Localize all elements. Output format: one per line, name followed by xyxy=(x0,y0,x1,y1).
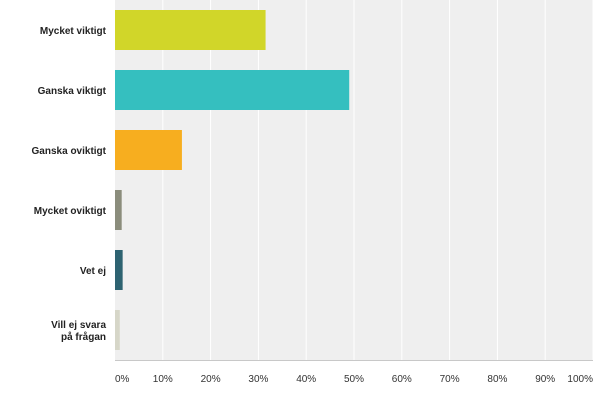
x-tick-label: 70% xyxy=(440,374,460,385)
bar[interactable] xyxy=(115,190,122,230)
bars xyxy=(115,10,350,350)
category-label: Vet ej xyxy=(80,266,106,277)
x-tick-label: 10% xyxy=(153,374,173,385)
bar[interactable] xyxy=(115,70,350,110)
grid-lines xyxy=(162,0,594,360)
x-tick-label: 50% xyxy=(344,374,364,385)
x-tick-label: 80% xyxy=(487,374,507,385)
x-tick-label: 20% xyxy=(201,374,221,385)
x-tick-label: 0% xyxy=(115,374,130,385)
bar[interactable] xyxy=(115,310,120,350)
bar[interactable] xyxy=(115,10,266,50)
category-label: på frågan xyxy=(61,331,106,343)
category-labels: Mycket viktigt Ganska viktigt Ganska ovikt… xyxy=(32,26,107,343)
category-label: Mycket viktigt xyxy=(40,26,107,37)
category-label: Mycket oviktigt xyxy=(34,206,107,217)
bar[interactable] xyxy=(115,130,182,170)
x-tick-label: 40% xyxy=(296,374,316,385)
category-label: Ganska oviktigt xyxy=(32,146,107,157)
x-tick-label: 100% xyxy=(567,374,593,385)
category-label: Vill ej svara xyxy=(51,320,106,331)
x-tick-label: 30% xyxy=(248,374,268,385)
x-tick-label: 60% xyxy=(392,374,412,385)
bar[interactable] xyxy=(115,250,123,290)
x-tick-labels: 0% 10% 20% 30% 40% 50% 60% 70% 80% 90% 100% xyxy=(115,374,593,385)
category-label: Ganska viktigt xyxy=(38,86,107,97)
x-tick-label: 90% xyxy=(535,374,555,385)
